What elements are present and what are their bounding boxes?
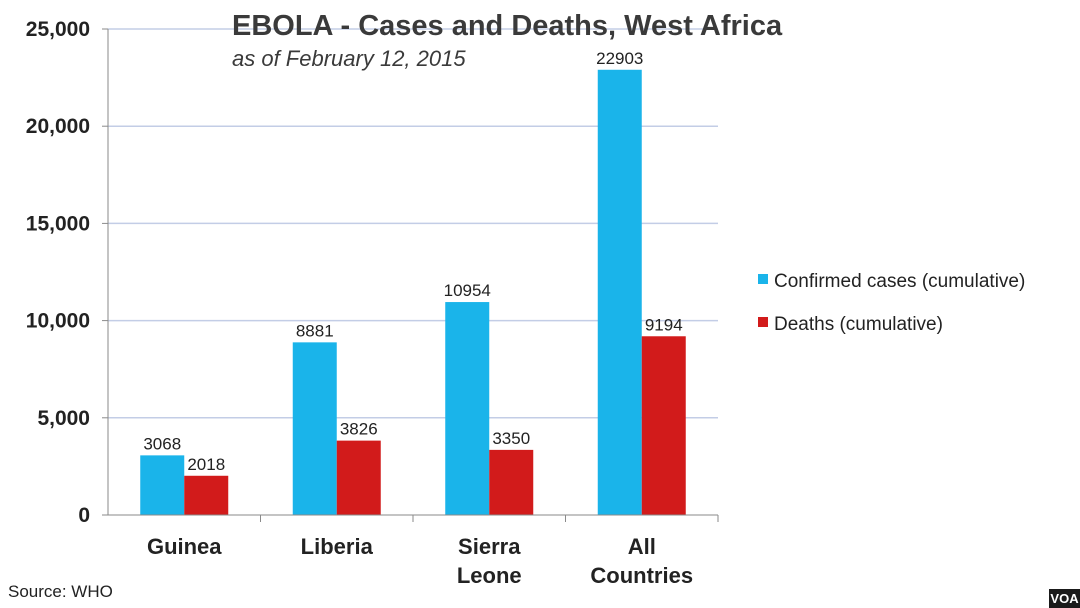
data-label: 8881: [296, 321, 334, 340]
source-note: Source: WHO: [8, 582, 113, 601]
x-tick-label: All: [628, 534, 656, 559]
x-tick-label: Countries: [590, 563, 693, 588]
legend-label: Confirmed cases (cumulative): [774, 271, 1025, 292]
legend-swatch: [758, 274, 768, 284]
data-label: 2018: [187, 455, 225, 474]
y-tick-label: 5,000: [37, 407, 90, 430]
legend: Confirmed cases (cumulative) Deaths (cumu…: [758, 271, 1025, 335]
bar-deaths: [336, 440, 381, 515]
y-tick-label: 25,000: [26, 18, 90, 41]
x-axis-ticks: Guinea Liberia Sierra Leone All Countries: [147, 515, 719, 588]
data-label: 3350: [492, 429, 530, 448]
voa-logo: VOA: [1049, 589, 1080, 608]
bar-cases: [597, 69, 642, 515]
data-label: 3068: [143, 434, 181, 453]
x-tick-label: Leone: [457, 563, 522, 588]
chart-subtitle: as of February 12, 2015: [232, 46, 466, 71]
data-label: 22903: [596, 49, 643, 68]
data-label: 3826: [340, 420, 378, 439]
bar-deaths: [184, 475, 229, 515]
voa-logo-background: [1049, 589, 1080, 608]
voa-logo-text: VOA: [1050, 591, 1079, 606]
x-tick-label: Liberia: [301, 534, 374, 559]
y-tick-label: 20,000: [26, 115, 90, 138]
chart-title: EBOLA - Cases and Deaths, West Africa: [232, 10, 783, 42]
bar-deaths: [489, 449, 534, 515]
x-tick-label: Sierra: [458, 534, 521, 559]
bar-cases: [292, 342, 337, 515]
y-tick-label: 0: [78, 504, 90, 527]
y-tick-label: 15,000: [26, 212, 90, 235]
x-tick-label: Guinea: [147, 534, 222, 559]
y-tick-label: 10,000: [26, 310, 90, 333]
data-label: 9194: [645, 315, 683, 334]
bar-deaths: [641, 336, 686, 515]
bar-cases: [140, 455, 185, 515]
data-label: 10954: [444, 281, 491, 300]
bars: [140, 69, 686, 515]
data-labels: 3068 2018 8881 3826 10954 3350 22903 9194: [143, 49, 682, 474]
legend-label: Deaths (cumulative): [774, 314, 943, 335]
y-axis-ticks: 0 5,000 10,000 15,000 20,000 25,000: [26, 18, 108, 527]
bar-cases: [445, 302, 490, 515]
legend-swatch: [758, 317, 768, 327]
